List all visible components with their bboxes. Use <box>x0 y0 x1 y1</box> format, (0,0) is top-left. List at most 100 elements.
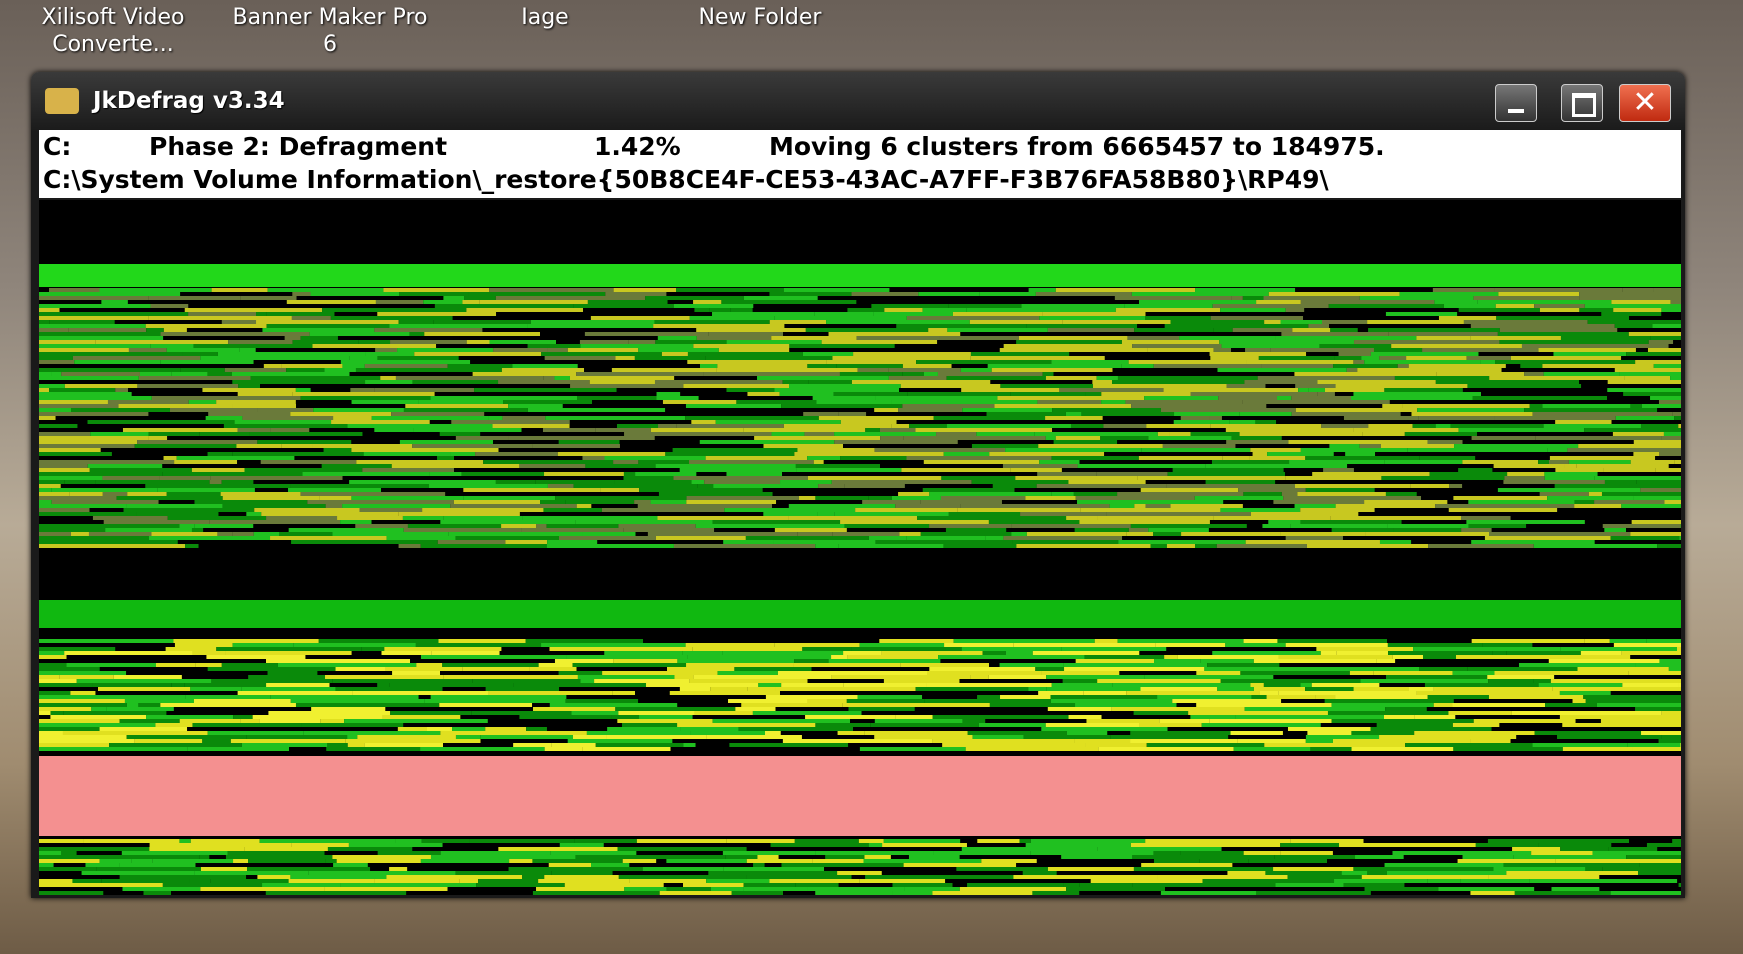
close-button[interactable]: ✕ <box>1619 84 1671 122</box>
maximize-button[interactable] <box>1561 84 1603 122</box>
disk-cluster <box>1487 839 1630 843</box>
disk-cluster <box>1212 651 1321 655</box>
disk-cluster <box>1317 380 1436 384</box>
disk-cluster <box>1353 687 1409 691</box>
disk-cluster <box>386 536 456 540</box>
disk-cluster <box>1668 344 1681 348</box>
disk-cluster <box>1488 679 1534 683</box>
disk-cluster <box>639 715 693 719</box>
disk-cluster <box>1257 376 1395 380</box>
disk-cluster <box>221 727 309 731</box>
disk-cluster <box>107 380 233 384</box>
disk-cluster <box>1092 380 1113 384</box>
disk-cluster <box>1196 671 1241 675</box>
disk-cluster <box>1532 412 1673 416</box>
disk-cluster <box>1131 292 1269 296</box>
disk-cluster <box>415 643 542 647</box>
disk-cluster <box>439 432 481 436</box>
disk-cluster <box>744 408 845 412</box>
disk-cluster <box>1281 436 1349 440</box>
disk-cluster <box>1323 468 1354 472</box>
disk-cluster <box>1432 288 1495 292</box>
disk-cluster <box>925 348 1000 352</box>
disk-cluster <box>502 843 560 847</box>
disk-cluster <box>377 312 497 316</box>
disk-cluster <box>855 508 958 512</box>
disk-cluster <box>1592 851 1681 855</box>
minimize-button[interactable] <box>1495 84 1537 122</box>
disk-cluster <box>1190 432 1240 436</box>
disk-cluster <box>138 703 161 707</box>
disk-cluster <box>1101 392 1191 396</box>
disk-cluster <box>892 883 953 887</box>
disk-cluster <box>906 536 986 540</box>
disk-cluster <box>587 300 668 304</box>
disk-cluster <box>1306 544 1429 548</box>
disk-cluster <box>724 508 856 512</box>
disk-cluster <box>572 663 687 667</box>
disk-cluster <box>1477 300 1612 304</box>
disk-cluster <box>1391 344 1522 348</box>
disk-cluster <box>666 887 711 891</box>
disk-cluster <box>1262 524 1291 528</box>
disk-cluster <box>550 851 637 855</box>
disk-cluster <box>1594 500 1665 504</box>
disk-cluster <box>778 855 826 859</box>
disk-cluster <box>1061 468 1173 472</box>
disk-cluster <box>166 348 240 352</box>
disk-cluster <box>645 296 744 300</box>
disk-cluster <box>1555 859 1681 863</box>
disk-cluster <box>1294 484 1411 488</box>
disk-cluster <box>412 380 499 384</box>
disk-cluster <box>875 540 1013 544</box>
disk-cluster <box>1413 647 1561 651</box>
disk-cluster <box>665 452 795 456</box>
disk-cluster <box>1055 288 1196 292</box>
disk-cluster <box>390 340 467 344</box>
disk-cluster <box>252 715 383 719</box>
disk-cluster <box>150 304 189 308</box>
disk-cluster <box>1543 372 1620 376</box>
disk-cluster <box>1306 352 1339 356</box>
disk-cluster <box>793 663 901 667</box>
disk-cluster <box>1244 380 1318 384</box>
disk-cluster <box>1083 691 1127 695</box>
disk-cluster <box>281 444 313 448</box>
disk-cluster <box>1632 747 1681 751</box>
disk-cluster <box>891 424 910 428</box>
disk-cluster <box>163 336 285 340</box>
disk-cluster <box>421 839 470 843</box>
desktop-icon-label[interactable]: Iage <box>521 5 569 30</box>
disk-cluster <box>453 500 541 504</box>
disk-cluster <box>989 663 1000 667</box>
disk-cluster <box>1042 312 1146 316</box>
disk-cluster <box>203 528 289 532</box>
disk-cluster <box>1243 639 1278 643</box>
desktop-icon-label[interactable]: Banner Maker Pro 6 <box>232 5 428 57</box>
disk-cluster <box>1153 364 1262 368</box>
disk-cluster <box>39 460 175 464</box>
disk-cluster <box>1264 320 1281 324</box>
desktop-icon-label[interactable]: New Folder <box>698 5 822 30</box>
disk-cluster <box>1042 372 1054 376</box>
disk-cluster <box>1435 504 1575 508</box>
disk-cluster <box>774 316 907 320</box>
disk-cluster <box>309 428 375 432</box>
disk-cluster <box>290 699 425 703</box>
disk-cluster <box>236 444 282 448</box>
disk-cluster <box>59 308 185 312</box>
disk-cluster <box>532 859 623 863</box>
disk-cluster <box>39 368 181 372</box>
disk-cluster <box>904 887 960 891</box>
disk-cluster <box>826 320 970 324</box>
disk-cluster <box>1386 871 1507 875</box>
disk-cluster <box>1305 739 1333 743</box>
disk-cluster <box>1052 428 1082 432</box>
disk-cluster <box>938 655 1085 659</box>
disk-cluster <box>1332 739 1471 743</box>
desktop-icon-label[interactable]: Xilisoft Video Converte... <box>41 5 185 57</box>
disk-cluster <box>208 412 291 416</box>
disk-cluster <box>39 500 52 504</box>
disk-cluster <box>508 404 563 408</box>
disk-cluster <box>155 663 196 667</box>
